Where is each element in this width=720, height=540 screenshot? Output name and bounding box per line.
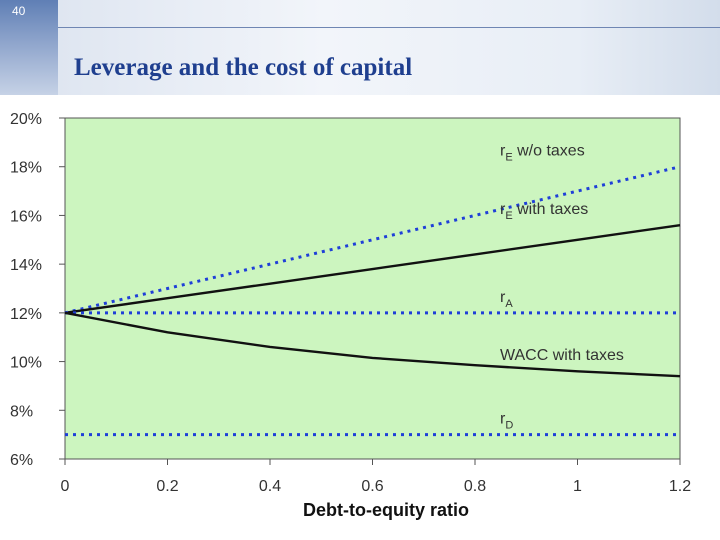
series-label-0: rE w/o taxes xyxy=(500,143,585,164)
series-label-4: rD xyxy=(500,411,513,432)
x-axis: 0 0.2 0.4 0.6 0.8 1 1.2 xyxy=(61,459,691,495)
slide-header xyxy=(0,0,720,95)
y-axis: 6% 8% 10% 12% 14% 16% 18% 20% xyxy=(10,111,65,469)
series-line-3 xyxy=(64,311,681,378)
series-label-2: rA xyxy=(500,289,513,310)
y-tick-label: 20% xyxy=(10,111,42,128)
y-tick-label: 18% xyxy=(10,160,42,177)
page-number: 40 xyxy=(12,4,26,18)
y-tick-label: 6% xyxy=(10,452,33,469)
y-tick-label: 8% xyxy=(10,403,33,420)
series-label-1: rE with taxes xyxy=(500,201,588,222)
y-tick-label: 12% xyxy=(10,306,42,323)
x-tick-label: 0 xyxy=(61,478,70,495)
header-accent-strip xyxy=(0,0,58,95)
series-label-3: WACC with taxes xyxy=(500,347,624,364)
chart: 6% 8% 10% 12% 14% 16% 18% 20% 0 0.2 0.4 0.6 0.8 1 1.2… xyxy=(10,111,691,520)
plot-area xyxy=(64,117,681,460)
x-tick-label: 1.2 xyxy=(669,478,691,495)
slide-title: Leverage and the cost of capital xyxy=(74,54,413,81)
series-line-0 xyxy=(64,165,681,315)
y-tick-label: 14% xyxy=(10,257,42,274)
x-axis-title: Debt-to-equity ratio xyxy=(303,500,469,520)
series-lines xyxy=(64,165,681,437)
x-tick-label: 0.8 xyxy=(464,478,486,495)
x-tick-label: 0.2 xyxy=(156,478,178,495)
x-tick-label: 1 xyxy=(573,478,582,495)
header-divider xyxy=(58,27,720,28)
series-line-1 xyxy=(64,223,681,315)
x-tick-label: 0.4 xyxy=(259,478,281,495)
y-tick-label: 16% xyxy=(10,208,42,225)
y-tick-label: 10% xyxy=(10,355,42,372)
x-tick-label: 0.6 xyxy=(361,478,383,495)
series-labels: rE w/o taxes rE with taxes rA WACC with tax… xyxy=(500,143,624,432)
